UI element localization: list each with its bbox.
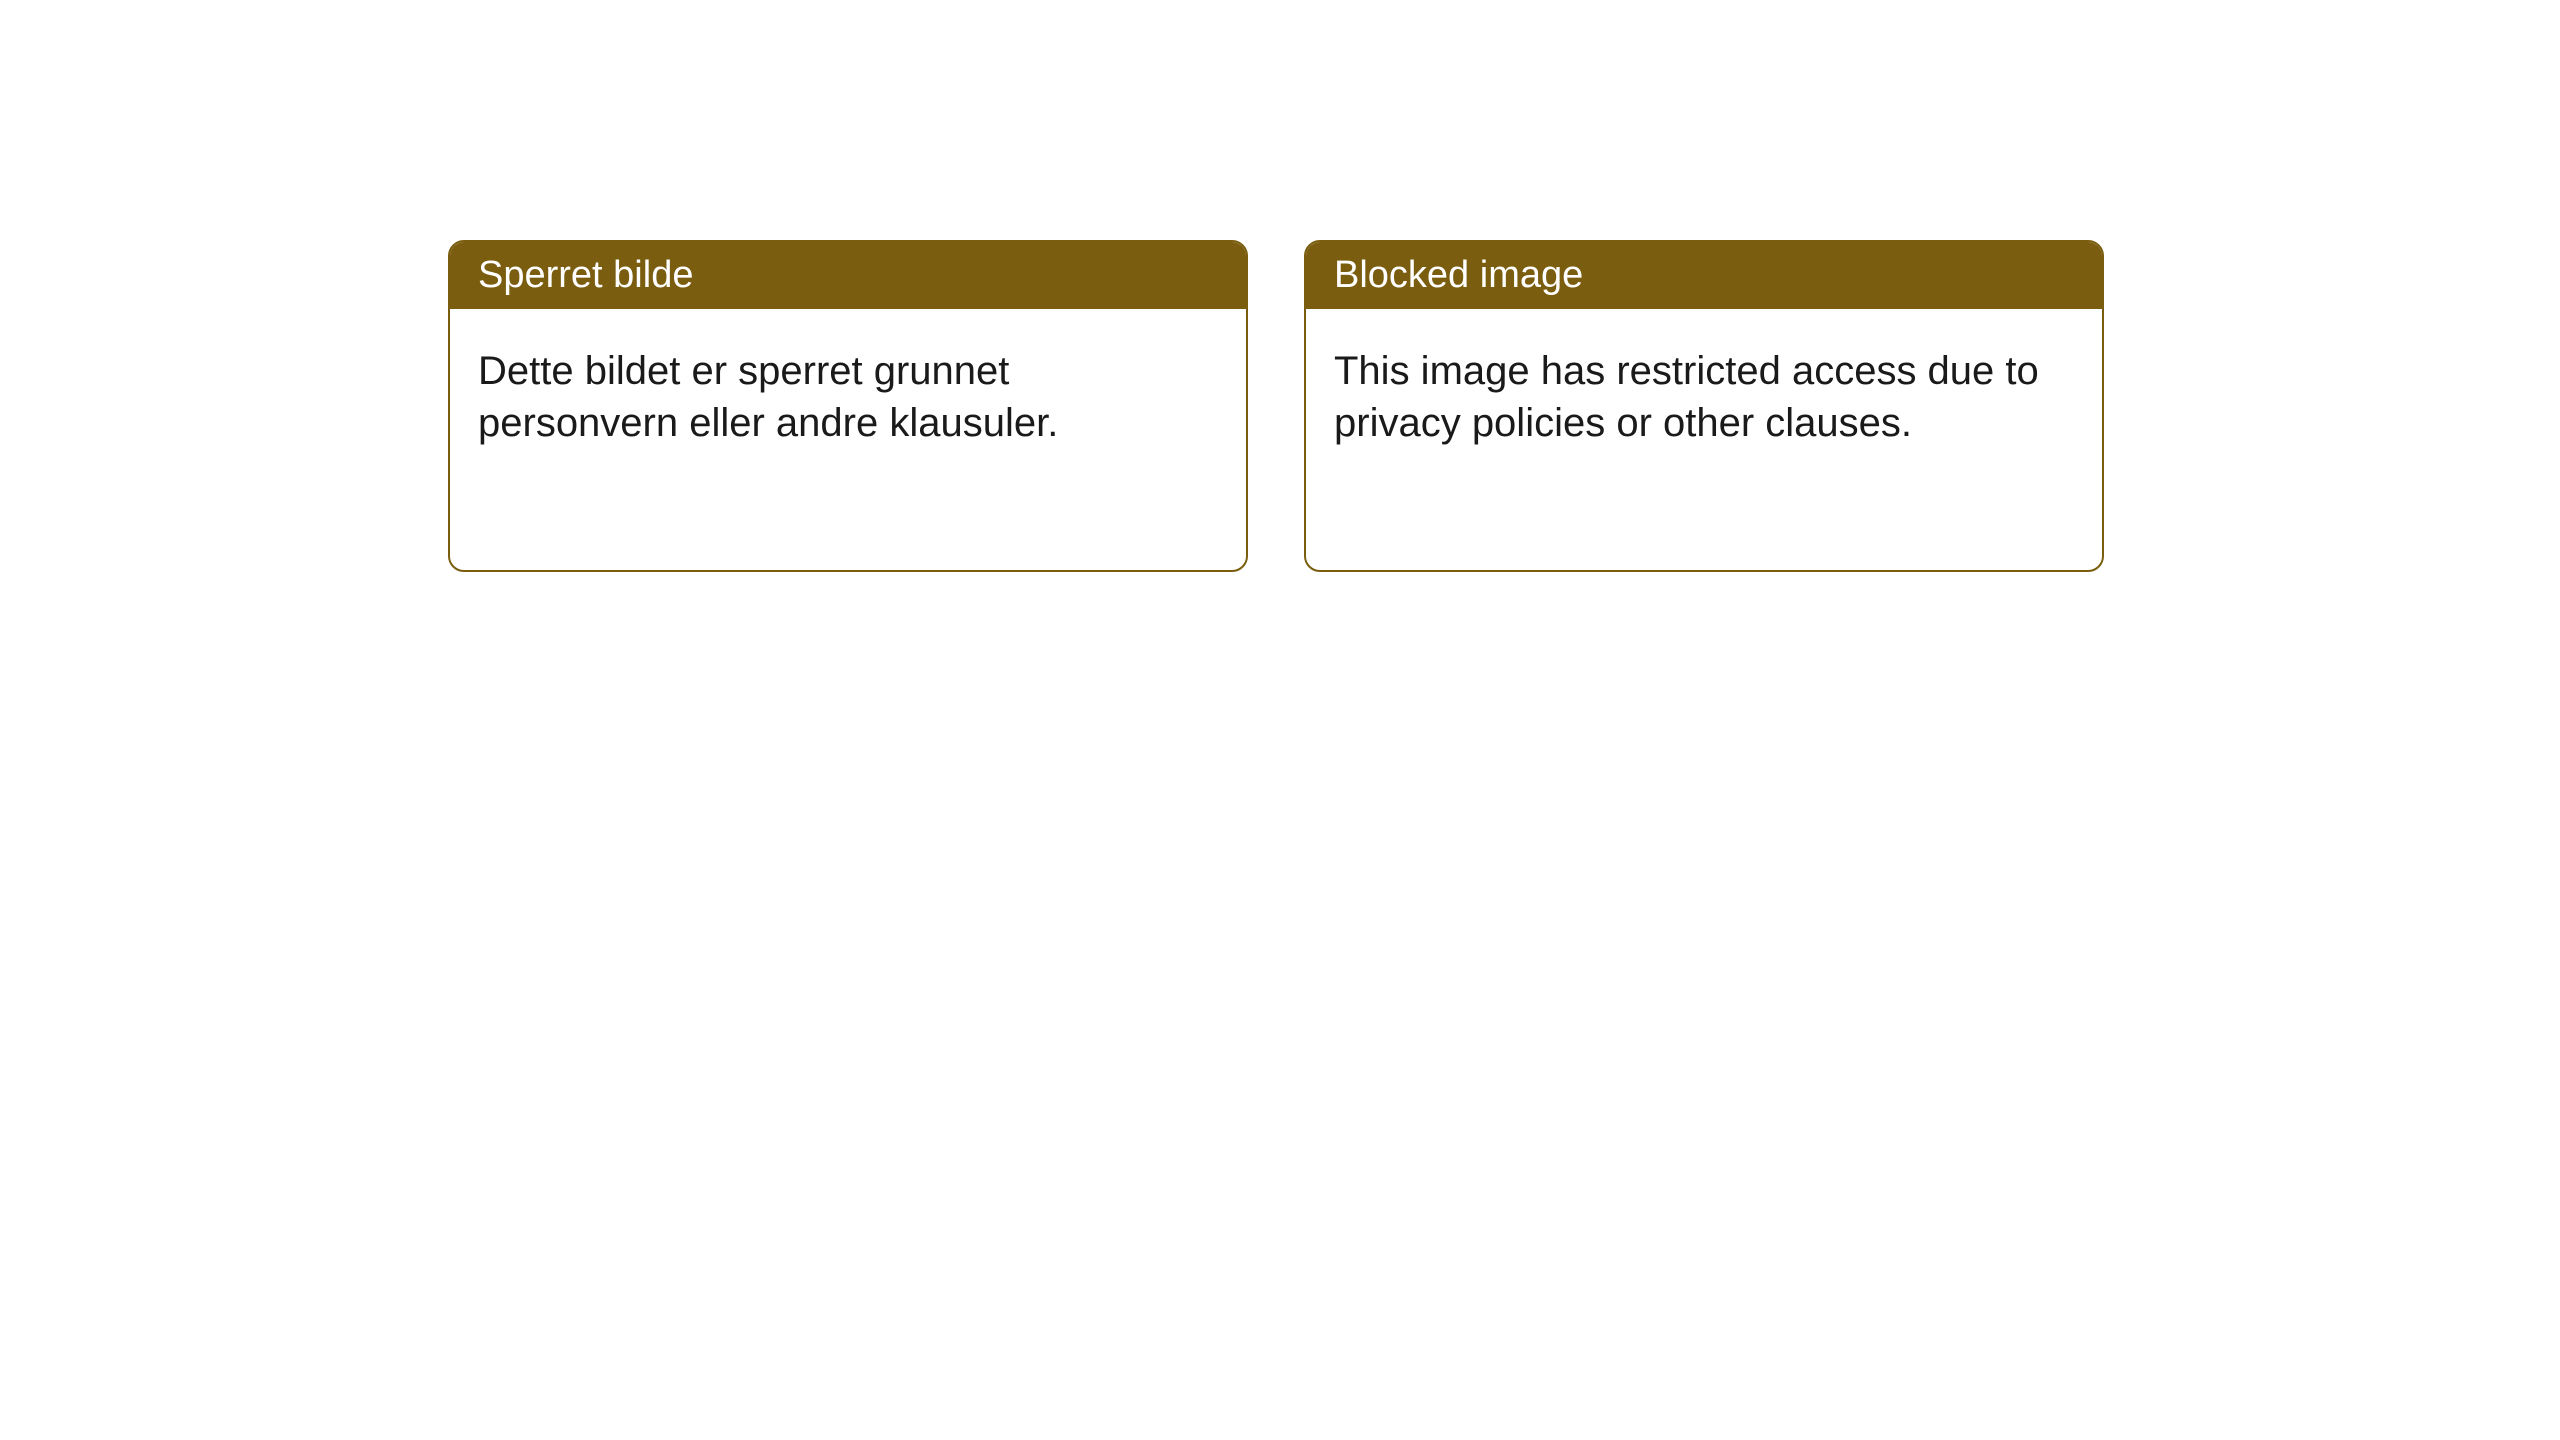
card-title: Sperret bilde [450,242,1246,309]
card-title: Blocked image [1306,242,2102,309]
card-body: This image has restricted access due to … [1306,309,2102,485]
card-body: Dette bildet er sperret grunnet personve… [450,309,1246,485]
blocked-image-card-english: Blocked image This image has restricted … [1304,240,2104,572]
card-row: Sperret bilde Dette bildet er sperret gr… [0,0,2560,572]
blocked-image-card-norwegian: Sperret bilde Dette bildet er sperret gr… [448,240,1248,572]
